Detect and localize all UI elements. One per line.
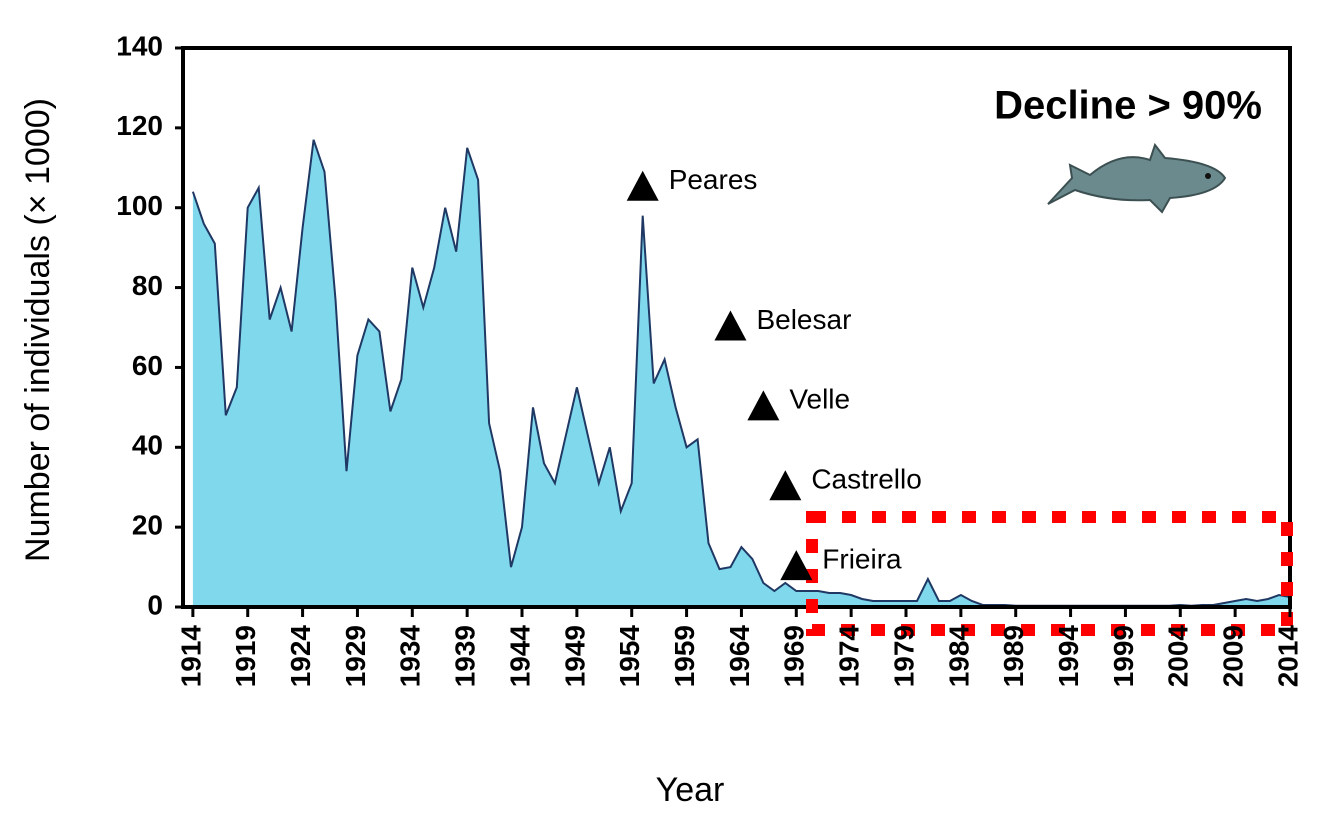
y-tick-label: 40 bbox=[132, 430, 163, 461]
dam-marker bbox=[769, 470, 802, 501]
x-tick-label: 2004 bbox=[1163, 625, 1194, 688]
x-tick-label: 1969 bbox=[779, 625, 810, 687]
x-tick-label: 2009 bbox=[1218, 625, 1249, 687]
dam-marker bbox=[747, 390, 780, 421]
y-tick-label: 140 bbox=[116, 30, 163, 61]
dam-marker bbox=[626, 170, 659, 201]
x-tick-label: 1979 bbox=[888, 625, 919, 687]
x-tick-label: 2014 bbox=[1272, 625, 1303, 688]
x-tick-label: 1984 bbox=[943, 625, 974, 688]
y-tick-label: 60 bbox=[132, 350, 163, 381]
dam-label: Castrello bbox=[811, 464, 921, 495]
y-axis-label: Number of individuals (× 1000) bbox=[19, 98, 57, 562]
plot-frame bbox=[181, 46, 1292, 609]
area bbox=[192, 139, 1290, 608]
x-tick-label: 1934 bbox=[395, 625, 426, 688]
x-axis-label: Year bbox=[656, 771, 725, 809]
y-tick-label: 120 bbox=[116, 110, 163, 141]
x-tick-label: 1989 bbox=[998, 625, 1029, 687]
x-tick-label: 1954 bbox=[614, 625, 645, 688]
y-tick-label: 0 bbox=[147, 589, 163, 620]
dam-label: Velle bbox=[789, 384, 850, 415]
dam-label: Belesar bbox=[756, 304, 851, 335]
x-tick-label: 1924 bbox=[285, 625, 316, 688]
x-tick-label: 1994 bbox=[1053, 625, 1084, 688]
x-tick-label: 1964 bbox=[724, 625, 755, 688]
x-tick-label: 1919 bbox=[230, 625, 261, 687]
fish-icon bbox=[1047, 142, 1227, 214]
dam-marker bbox=[780, 550, 813, 581]
x-tick-label: 1929 bbox=[340, 625, 371, 687]
x-tick-label: 1939 bbox=[450, 625, 481, 687]
plot-area bbox=[191, 139, 1291, 608]
x-tick-label: 1914 bbox=[175, 625, 206, 688]
y-tick-label: 20 bbox=[132, 510, 163, 541]
x-tick-label: 1959 bbox=[669, 625, 700, 687]
dam-marker bbox=[714, 310, 747, 341]
x-tick-label: 1999 bbox=[1108, 625, 1139, 687]
x-tick-label: 1949 bbox=[559, 625, 590, 687]
x-tick-label: 1944 bbox=[504, 625, 535, 688]
decline-label: Decline > 90% bbox=[994, 84, 1262, 128]
highlight-box bbox=[806, 511, 1293, 636]
x-tick-label: 1974 bbox=[834, 625, 865, 688]
dam-label: Frieira bbox=[822, 543, 902, 574]
y-tick-label: 80 bbox=[132, 270, 163, 301]
dam-label: Peares bbox=[669, 164, 758, 195]
y-tick-label: 100 bbox=[116, 190, 163, 221]
